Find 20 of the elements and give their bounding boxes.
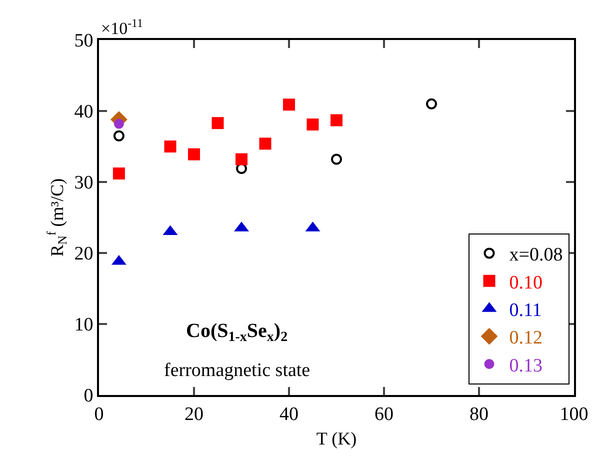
y-tick-label: 0 [84,386,94,407]
x-axis-title: T (K) [316,428,357,448]
x-tick-label: 40 [280,404,298,425]
annotation: Co(S$_{1-x}$Se$_{x}$)$_{2}$ [186,320,288,346]
y-tick-label: 10 [74,314,94,336]
x-tick-label: 60 [374,404,394,425]
text: ×10$^{-11}$ [101,16,144,38]
legend-label: x=0.08 [509,244,563,266]
y-tick-label: 50 [74,30,94,52]
legend-label: 0.12 [509,328,542,349]
annotation: ferromagnetic state [164,360,310,381]
legend-label: 0.11 [509,300,542,322]
x-tick-label: 80 [470,404,488,425]
x-tick-label: 20 [184,404,204,425]
x-tick-label: 100 [560,404,588,425]
y-tick-label: 20 [74,244,94,265]
legend-label: 0.10 [509,272,542,294]
y-tick-label: 30 [74,172,94,194]
legend-label: 0.13 [509,355,542,376]
y-tick-label: 40 [74,102,94,123]
